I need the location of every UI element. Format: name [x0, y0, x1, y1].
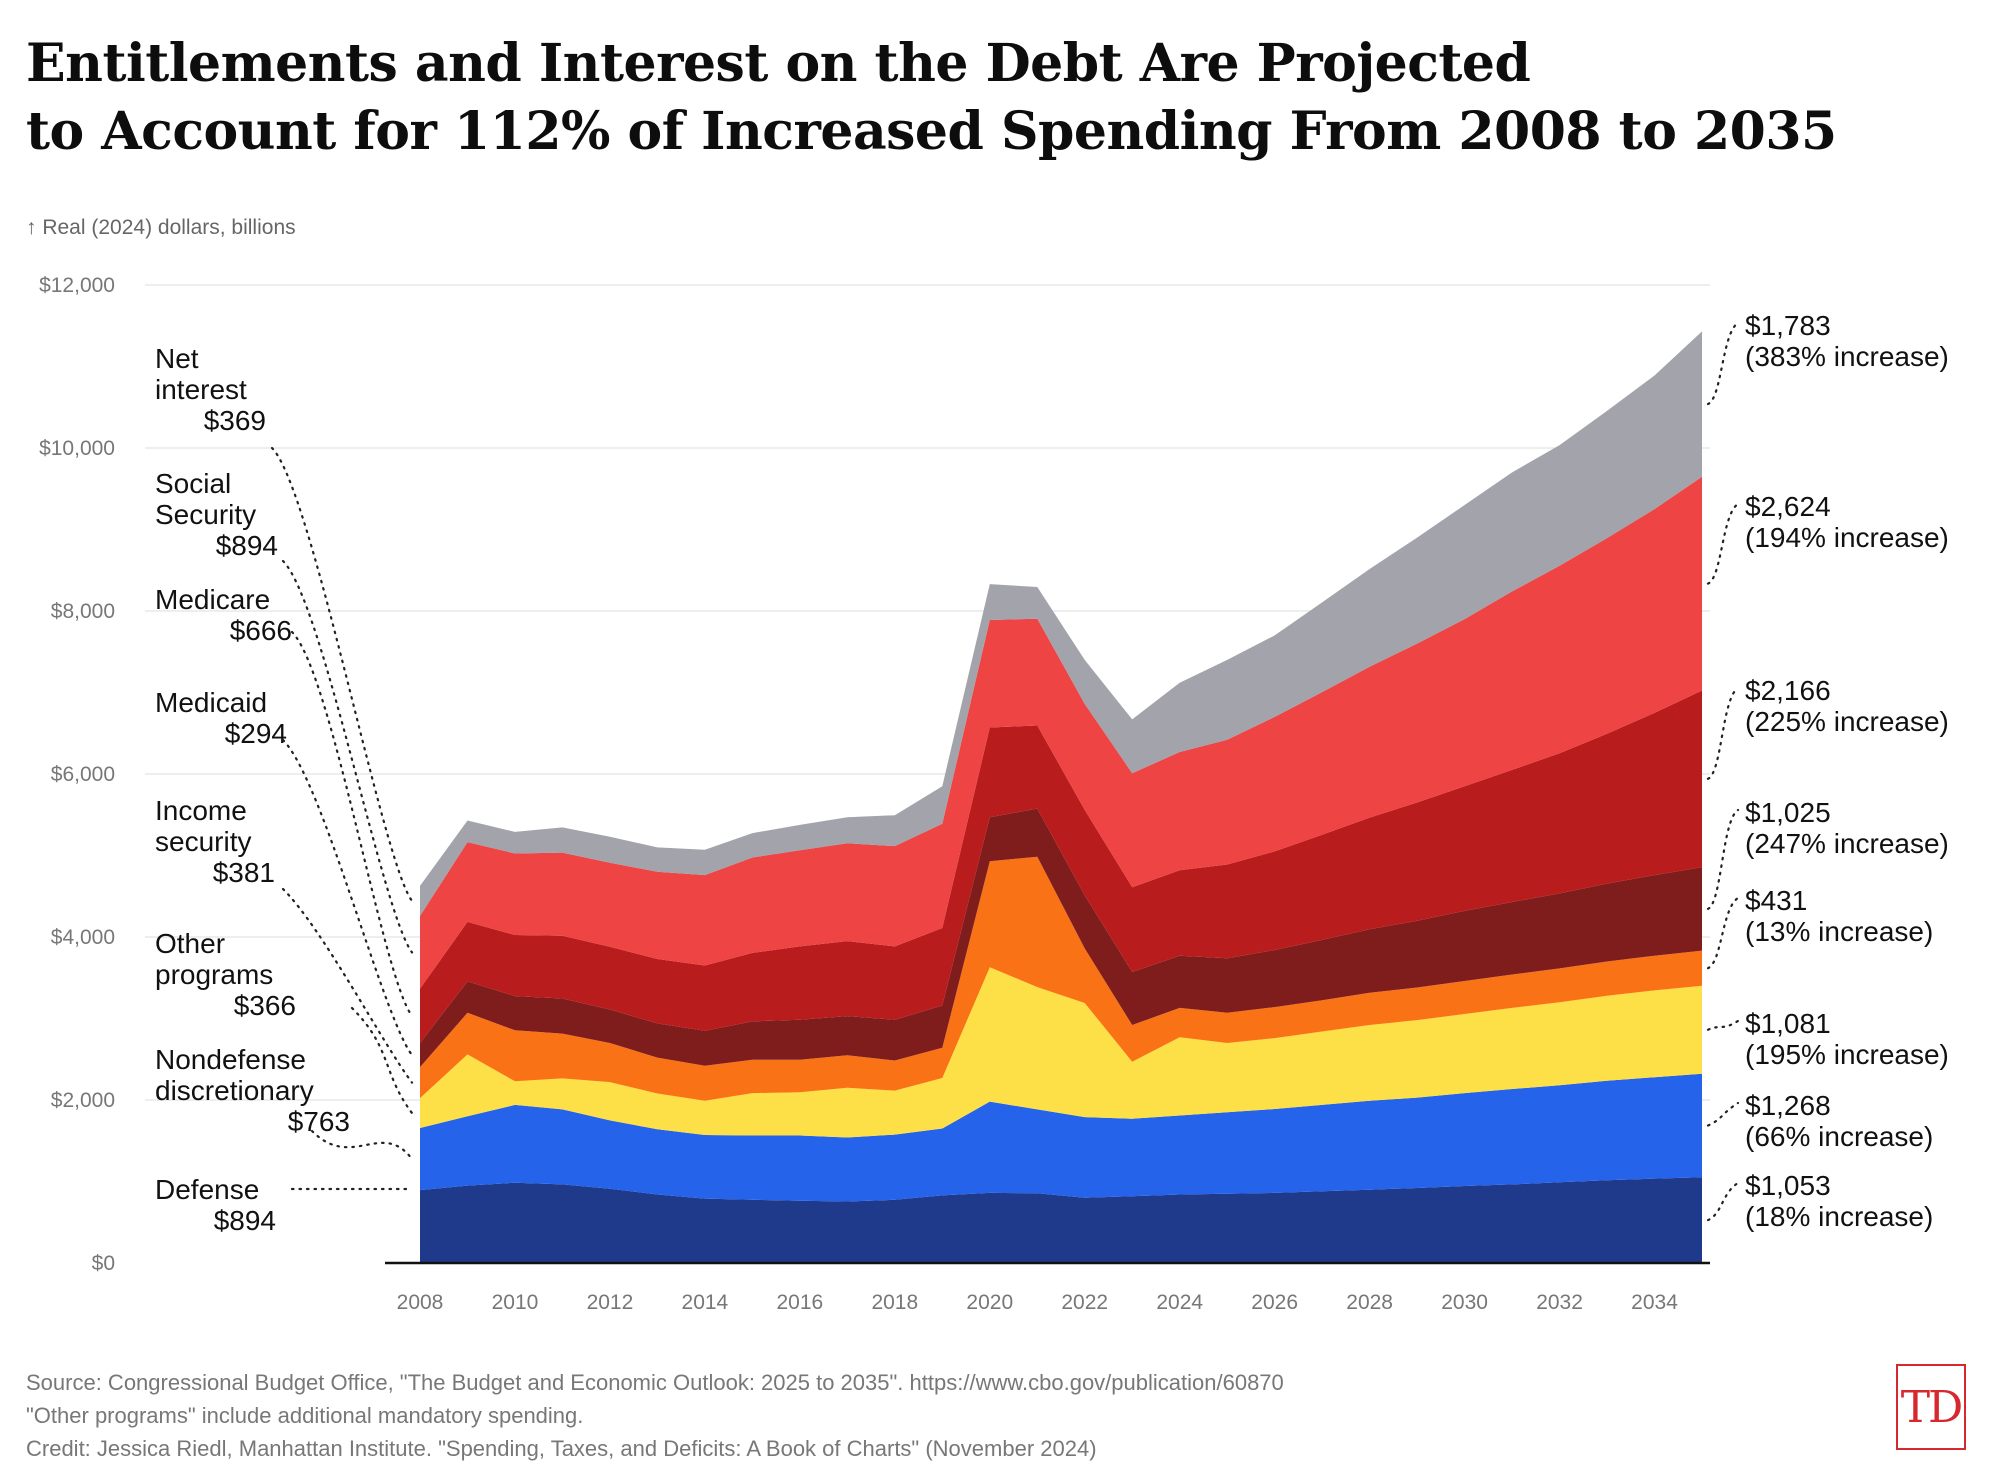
x-tick-label: 2012 — [587, 1291, 634, 1314]
x-tick-label: 2028 — [1346, 1291, 1393, 1314]
label-end-nondefense-discretionary: $1,268 (66% increase) — [1745, 1090, 1933, 1152]
x-tick-label: 2010 — [492, 1291, 539, 1314]
y-axis-unit-label: ↑ Real (2024) dollars, billions — [26, 216, 296, 239]
leader-end-social-security — [1706, 502, 1740, 585]
area-income-security — [420, 856, 1702, 1101]
label-start-medicare: Medicare $666 — [155, 584, 292, 646]
leader-start-other-programs — [350, 1006, 414, 1115]
label-end-income-security: $431 (13% increase) — [1745, 885, 1933, 947]
label-start-income-security: Income security $381 — [155, 795, 275, 888]
x-tick-label: 2008 — [397, 1291, 444, 1314]
area-social-security — [420, 476, 1702, 989]
x-tick-label: 2018 — [871, 1291, 918, 1314]
chart-title-line-1: Entitlements and Interest on the Debt Ar… — [26, 33, 1531, 94]
leader-start-social-security — [281, 559, 414, 954]
x-tick-label: 2024 — [1156, 1291, 1203, 1314]
label-start-nondefense-discretionary: Nondefense discretionary $763 — [155, 1044, 350, 1137]
leader-end-other-programs — [1706, 1019, 1740, 1031]
area-net-interest — [420, 331, 1702, 916]
area-defense — [420, 1177, 1702, 1263]
leader-start-medicaid — [281, 738, 414, 1057]
label-end-medicaid: $1,025 (247% increase) — [1745, 797, 1949, 859]
stacked-area-chart: $0 $2,000 $4,000 $6,000 $8,000 $10,000 $12,000… — [39, 274, 1949, 1314]
label-start-other-programs: Other programs $366 — [155, 928, 296, 1021]
label-start-social-security: Social Security $894 — [155, 468, 278, 561]
y-tick-label: $4,000 — [51, 926, 115, 949]
y-axis-ticks: $0 $2,000 $4,000 $6,000 $8,000 $10,000 $12,000 — [39, 274, 115, 1275]
label-start-medicaid: Medicaid $294 — [155, 687, 287, 749]
leader-end-income-security — [1706, 896, 1740, 970]
x-tick-label: 2030 — [1441, 1291, 1488, 1314]
x-tick-label: 2022 — [1061, 1291, 1108, 1314]
source-footer: Source: Congressional Budget Office, "Th… — [26, 1366, 1284, 1465]
label-start-net-interest: Net interest $369 — [155, 343, 266, 436]
area-other-programs — [420, 967, 1702, 1138]
leader-start-income-security — [281, 887, 414, 1084]
leader-end-medicaid — [1706, 808, 1740, 910]
x-tick-label: 2026 — [1251, 1291, 1298, 1314]
y-tick-label: $6,000 — [51, 763, 115, 786]
leader-end-medicare — [1706, 686, 1740, 780]
label-end-medicare: $2,166 (225% increase) — [1745, 675, 1949, 737]
leader-start-nondefense-discretionary — [310, 1129, 414, 1161]
x-tick-label: 2020 — [966, 1291, 1013, 1314]
td-logo: TD — [1896, 1364, 1966, 1450]
x-tick-label: 2034 — [1631, 1291, 1678, 1314]
y-tick-label: $10,000 — [39, 437, 115, 460]
label-end-social-security: $2,624 (194% increase) — [1745, 491, 1949, 553]
y-tick-label: $8,000 — [51, 600, 115, 623]
leader-end-defense — [1706, 1181, 1740, 1222]
chart-title-line-2: to Account for 112% of Increased Spendin… — [26, 101, 1837, 162]
y-tick-label: $0 — [92, 1252, 115, 1275]
note-line: "Other programs" include additional mand… — [26, 1403, 584, 1428]
label-end-other-programs: $1,081 (195% increase) — [1745, 1008, 1949, 1070]
area-medicaid — [420, 808, 1702, 1068]
leader-start-medicare — [290, 630, 414, 1018]
x-tick-label: 2032 — [1536, 1291, 1583, 1314]
area-medicare — [420, 690, 1702, 1044]
label-end-defense: $1,053 (18% increase) — [1745, 1170, 1933, 1232]
series-labels: Defense $894 $1,053 (18% increase) Nondefens… — [155, 310, 1949, 1236]
y-tick-label: $2,000 — [51, 1089, 115, 1112]
y-tick-label: $12,000 — [39, 274, 115, 297]
source-line: Source: Congressional Budget Office, "Th… — [26, 1370, 1284, 1395]
x-tick-label: 2014 — [682, 1291, 729, 1314]
leader-end-net-interest — [1706, 321, 1740, 406]
x-axis-ticks: 2008 2010 2012 2014 2016 2018 2020 2022 2024 2026… — [397, 1291, 1679, 1314]
leader-end-nondefense-discretionary — [1706, 1101, 1740, 1127]
label-start-defense: Defense $894 — [155, 1174, 276, 1236]
label-end-net-interest: $1,783 (383% increase) — [1745, 310, 1949, 372]
x-tick-label: 2016 — [776, 1291, 823, 1314]
leader-start-net-interest — [270, 446, 414, 903]
credit-line: Credit: Jessica Riedl, Manhattan Institu… — [26, 1436, 1097, 1461]
chart-title: Entitlements and Interest on the Debt Ar… — [26, 30, 1837, 166]
area-nondefense-discretionary — [420, 1073, 1702, 1202]
area-series — [420, 331, 1702, 1263]
